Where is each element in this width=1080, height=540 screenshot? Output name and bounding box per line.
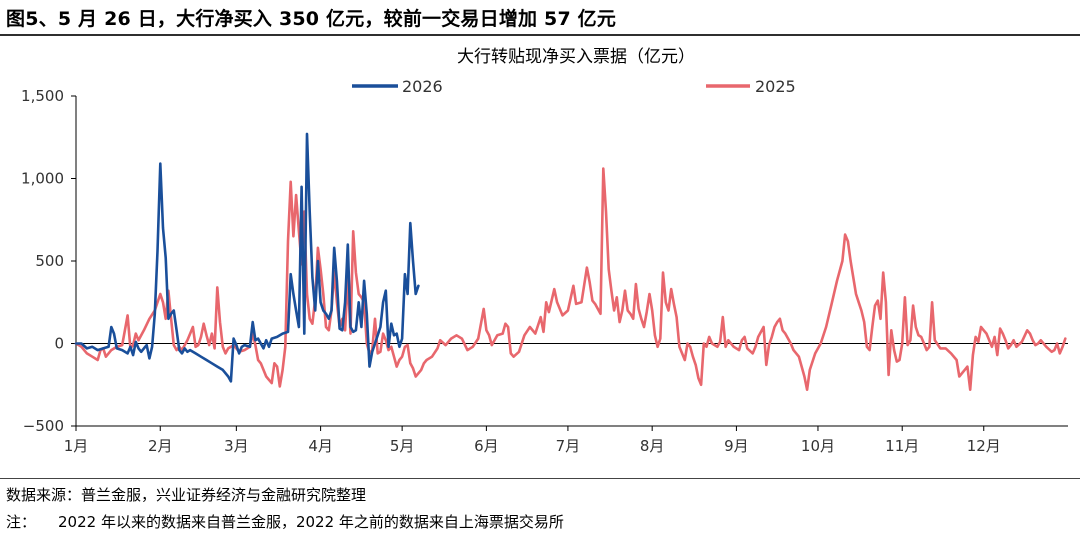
x-tick-label: 10月: [801, 437, 835, 455]
y-tick-label: 1,500: [21, 87, 64, 105]
x-tick-label: 3月: [224, 437, 249, 455]
title-divider: [0, 34, 1080, 36]
legend-label-2026: 2026: [402, 77, 443, 96]
footer-divider: [0, 478, 1080, 479]
legend-label-2025: 2025: [755, 77, 796, 96]
y-tick-label: 500: [35, 252, 64, 270]
y-tick-label: 1,000: [21, 170, 64, 188]
y-tick-label: 0: [54, 335, 64, 353]
x-tick-label: 8月: [640, 437, 665, 455]
series-layer: [74, 132, 1067, 392]
source-note: 数据来源：普兰金服，兴业证券经济与金融研究院整理: [6, 486, 367, 504]
legend: 2026 2025: [352, 77, 796, 96]
axes: −500 0 500 1,000 1,500 1月 2月 3月 4月 5月 6月 7月 8月 9月 10月 1…: [21, 87, 1068, 455]
series-line-2025: [74, 167, 1067, 392]
x-tick-label: 1月: [64, 437, 89, 455]
x-tick-label: 2月: [148, 437, 173, 455]
series-line-2026: [74, 132, 420, 383]
footnote-label: 注：: [6, 513, 37, 531]
chart-title: 大行转贴现净买入票据（亿元）: [457, 47, 695, 67]
figure-title: 图5、5 月 26 日，大行净买入 350 亿元，较前一交易日增加 57 亿元: [6, 8, 617, 30]
x-tick-label: 5月: [390, 437, 415, 455]
x-tick-label: 6月: [474, 437, 499, 455]
y-tick-label: −500: [23, 417, 64, 435]
x-tick-label: 4月: [308, 437, 333, 455]
x-tick-label: 7月: [556, 437, 581, 455]
x-tick-label: 11月: [885, 437, 919, 455]
footnote: 注： 2022 年以来的数据来自普兰金服，2022 年之前的数据来自上海票据交易所: [6, 511, 564, 532]
x-tick-label: 12月: [967, 437, 1001, 455]
x-tick-label: 9月: [724, 437, 749, 455]
footnote-text: 2022 年以来的数据来自普兰金服，2022 年之前的数据来自上海票据交易所: [58, 513, 564, 531]
line-chart: 大行转贴现净买入票据（亿元） 2026 2025 −500 0 500 1,000 1,…: [21, 47, 1068, 455]
